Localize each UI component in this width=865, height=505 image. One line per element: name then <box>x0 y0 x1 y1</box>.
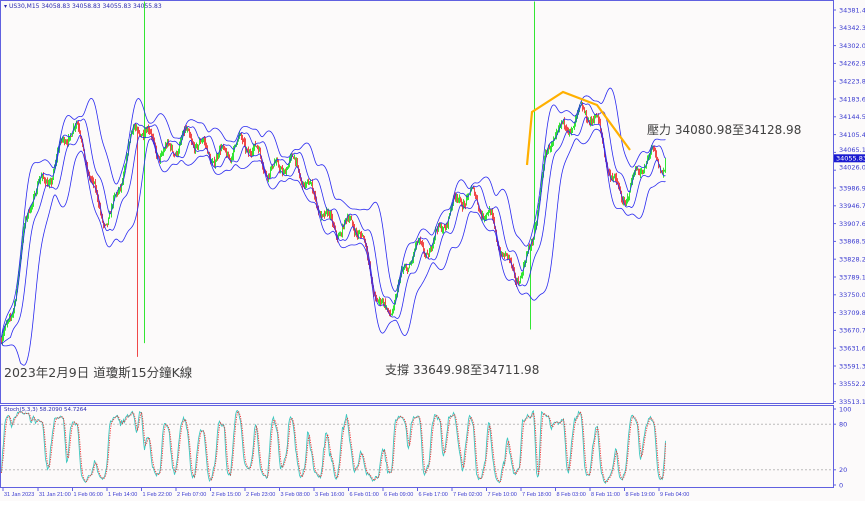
price-tick-label: 34262.95 <box>839 60 865 68</box>
price-tick-label: 33631.60 <box>839 345 865 353</box>
time-tick-label: 31 Jan 2023 <box>4 492 34 498</box>
time-tick-label: 8 Feb 19:00 <box>626 492 655 498</box>
price-tick-label: 34105.40 <box>839 131 865 139</box>
time-tick-label: 7 Feb 18:00 <box>522 492 551 498</box>
upper-band-inner <box>1 102 666 338</box>
time-tick-label: 1 Feb 06:00 <box>74 492 103 498</box>
symbol-header: ▾ US30,M15 34058.83 34058.83 34055.83 34… <box>4 3 162 10</box>
time-tick-label: 2 Feb 07:00 <box>177 492 206 498</box>
time-tick-label: 6 Feb 09:00 <box>384 492 413 498</box>
stoch-tick-label: 0 <box>839 481 843 489</box>
stoch-label: Stoch(5,3,3) 58.2090 54.7264 <box>4 407 87 413</box>
time-tick-label: 7 Feb 10:00 <box>488 492 517 498</box>
time-tick-label: 3 Feb 08:00 <box>281 492 310 498</box>
time-tick-label: 2 Feb 15:00 <box>212 492 241 498</box>
price-tick-label: 34183.60 <box>839 95 865 103</box>
resistance-annotation: 壓力 34080.98至34128.98 <box>647 123 802 137</box>
time-tick-label: 8 Feb 03:00 <box>557 492 586 498</box>
stoch-signal-line <box>1 410 666 483</box>
price-tick-label: 33986.95 <box>839 184 865 192</box>
resistance-trend-line <box>525 90 631 166</box>
price-tick-label: 33513.15 <box>839 398 865 406</box>
time-tick-label: 7 Feb 02:00 <box>453 492 482 498</box>
time-tick-label: 31 Jan 21:00 <box>39 492 71 498</box>
price-tick-label: 33750.05 <box>839 291 865 299</box>
dropdown-triangle-icon[interactable]: ▾ <box>4 3 8 10</box>
lower-band-inner <box>1 116 666 344</box>
price-tick-label: 34065.15 <box>839 146 865 154</box>
price-tick-label: 33946.70 <box>839 202 865 210</box>
price-tick-label: 33709.80 <box>839 309 865 317</box>
price-tick-label: 34342.30 <box>839 24 865 32</box>
time-tick-label: 3 Feb 16:00 <box>315 492 344 498</box>
time-tick-label: 1 Feb 22:00 <box>143 492 172 498</box>
price-tick-label: 33868.50 <box>839 238 865 246</box>
stoch-main-line <box>1 409 666 485</box>
current-price-label: 34055.83 <box>836 155 865 163</box>
upper-band-outer <box>1 87 666 338</box>
price-tick-label: 33789.15 <box>839 273 865 281</box>
time-tick-label: 9 Feb 04:00 <box>660 492 689 498</box>
chart-title-annotation: 2023年2月9日 道瓊斯15分鐘K線 <box>4 365 193 380</box>
price-tick-label: 33552.25 <box>839 380 865 388</box>
price-tick-label: 33828.25 <box>839 256 865 264</box>
lower-band-outer <box>1 128 666 366</box>
time-tick-label: 6 Feb 01:00 <box>350 492 379 498</box>
main-pane-border <box>0 0 834 404</box>
time-tick-label: 2 Feb 23:00 <box>246 492 275 498</box>
support-annotation: 支撐 33649.98至34711.98 <box>385 363 540 377</box>
price-tick-label: 34302.05 <box>839 42 865 50</box>
price-tick-label: 33591.35 <box>839 362 865 370</box>
price-tick-label: 34381.40 <box>839 6 865 14</box>
time-tick-label: 8 Feb 11:00 <box>591 492 620 498</box>
price-tick-label: 33907.60 <box>839 220 865 228</box>
time-tick-label: 6 Feb 17:00 <box>419 492 448 498</box>
time-tick-label: 1 Feb 14:00 <box>108 492 137 498</box>
price-tick-label: 34144.50 <box>839 113 865 121</box>
stoch-tick-label: 100 <box>839 405 851 413</box>
ohlc-values: 34058.83 34058.83 34055.83 34055.83 <box>41 3 162 10</box>
stoch-tick-label: 20 <box>839 466 847 474</box>
price-tick-label: 34223.85 <box>839 78 865 86</box>
current-price-marker <box>834 154 865 163</box>
symbol-label: US30,M15 <box>8 3 40 10</box>
price-tick-label: 34026.05 <box>839 163 865 171</box>
price-tick-label: 33670.70 <box>839 327 865 335</box>
stoch-tick-label: 80 <box>839 421 847 429</box>
